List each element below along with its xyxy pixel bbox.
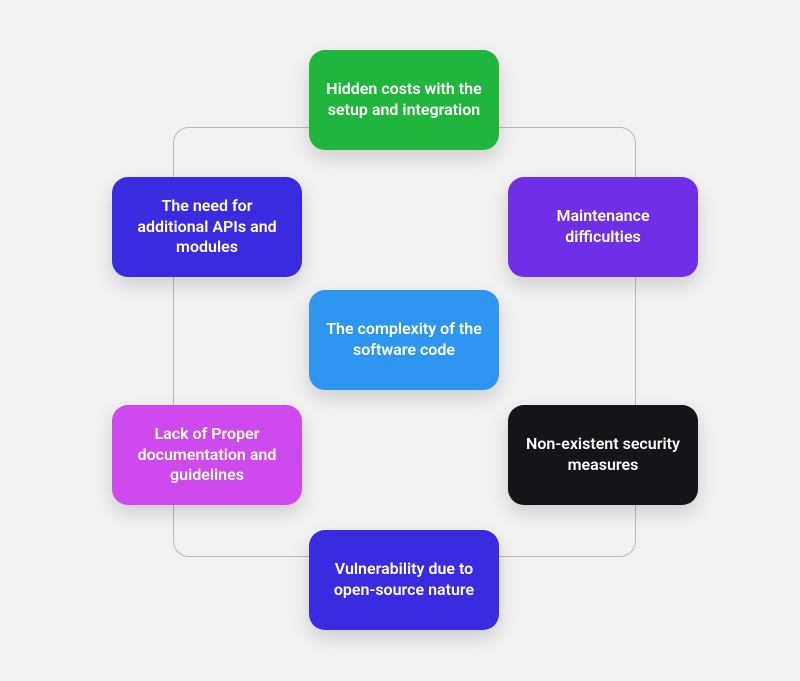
node-vulnerability: Vulnerability due to open-source nature: [309, 530, 499, 630]
diagram-canvas: Hidden costs with the setup and integrat…: [0, 0, 800, 681]
node-label: The complexity of the software code: [323, 319, 485, 361]
node-label: Hidden costs with the setup and integrat…: [323, 79, 485, 121]
node-label: The need for additional APIs and modules: [126, 196, 288, 258]
node-maintenance: Maintenance difficulties: [508, 177, 698, 277]
node-security: Non-existent security measures: [508, 405, 698, 505]
node-label: Lack of Proper documentation and guideli…: [126, 424, 288, 486]
node-label: Vulnerability due to open-source nature: [323, 559, 485, 601]
node-additional-apis: The need for additional APIs and modules: [112, 177, 302, 277]
node-complexity: The complexity of the software code: [309, 290, 499, 390]
node-label: Maintenance difficulties: [522, 206, 684, 248]
node-documentation: Lack of Proper documentation and guideli…: [112, 405, 302, 505]
node-label: Non-existent security measures: [522, 434, 684, 476]
node-hidden-costs: Hidden costs with the setup and integrat…: [309, 50, 499, 150]
